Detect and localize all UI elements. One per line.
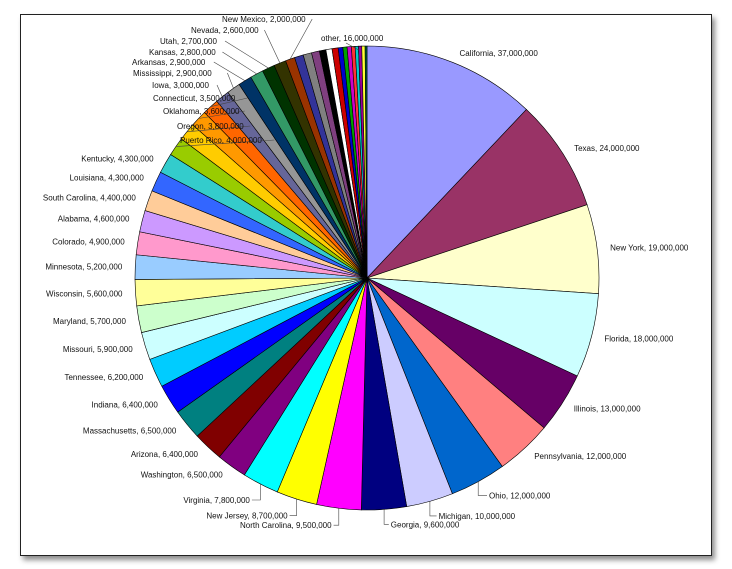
- leader-line-michigan: [429, 501, 437, 517]
- slice-label-arizona: Arizona, 6,400,000: [131, 450, 199, 459]
- slice-label-north-carolina: North Carolina, 9,500,000: [240, 521, 332, 530]
- leader-line-new-mexico: [289, 18, 313, 60]
- slice-label-washington: Washington, 6,500,000: [141, 470, 224, 479]
- slice-label-pennsylvania: Pennsylvania, 12,000,000: [534, 452, 627, 461]
- pie-slice-california: [366, 45, 527, 279]
- slice-label-georgia: Georgia, 9,600,000: [391, 520, 460, 529]
- leader-line-mississippi: [227, 72, 234, 89]
- leader-line-arkansas: [213, 61, 246, 81]
- slice-label-louisiana: Louisiana, 4,300,000: [70, 173, 145, 182]
- slice-label-south-carolina: South Carolina, 4,400,000: [43, 193, 137, 202]
- slice-label-oklahoma: Oklahoma, 3,600,000: [163, 107, 240, 116]
- slice-label-michigan: Michigan, 10,000,000: [439, 512, 516, 521]
- slice-label-virginia: Virginia, 7,800,000: [183, 496, 250, 505]
- pie-slice-other: [364, 45, 368, 279]
- leader-line-iowa: [216, 84, 223, 97]
- slice-label-other: other, 16,000,000: [321, 34, 384, 43]
- slice-label-mississippi: Mississippi, 2,900,000: [133, 69, 212, 78]
- slice-label-tennessee: Tennessee, 6,200,000: [64, 373, 143, 382]
- slice-label-ohio: Ohio, 12,000,000: [489, 491, 551, 500]
- leader-line-puerto-rico: [175, 139, 275, 147]
- leader-line-virginia: [251, 484, 261, 501]
- leader-line-ohio: [477, 481, 487, 496]
- leader-line-new-jersey: [289, 499, 297, 516]
- slice-label-california: California, 37,000,000: [460, 49, 539, 58]
- slice-label-kentucky: Kentucky, 4,300,000: [81, 154, 154, 163]
- slice-label-missouri: Missouri, 5,900,000: [63, 345, 133, 354]
- leader-line-oregon: [186, 125, 251, 133]
- leader-line-oklahoma: [198, 110, 245, 119]
- leader-line-connecticut: [210, 97, 248, 107]
- slice-label-texas: Texas, 24,000,000: [574, 144, 640, 153]
- slice-label-puerto-rico: Puerto Rico, 4,000,000: [180, 136, 262, 145]
- slice-label-nevada: Nevada, 2,600,000: [191, 26, 259, 35]
- slice-label-new-york: New York, 19,000,000: [610, 243, 689, 252]
- leader-line-utah: [224, 40, 269, 69]
- slice-label-connecticut: Connecticut, 3,500,000: [153, 94, 236, 103]
- leader-line-nevada: [264, 29, 281, 64]
- pie-chart: California, 37,000,000 Texas, 24,000,000 N…: [43, 15, 689, 530]
- slice-label-oregon: Oregon, 3,800,000: [177, 122, 244, 131]
- slice-label-wisconsin: Wisconsin, 5,600,000: [46, 289, 123, 298]
- pie-slice-texas: [366, 109, 588, 279]
- leader-line-north-carolina: [333, 508, 340, 526]
- leader-line-georgia: [383, 509, 389, 525]
- chart-frame: California, 37,000,000 Texas, 24,000,000 N…: [20, 14, 712, 556]
- slice-label-minnesota: Minnesota, 5,200,000: [45, 263, 122, 272]
- slice-label-indiana: Indiana, 6,400,000: [92, 401, 159, 410]
- slice-label-massachusetts: Massachusetts, 6,500,000: [83, 427, 177, 436]
- slice-label-maryland: Maryland, 5,700,000: [53, 317, 126, 326]
- slice-label-utah: Utah, 2,700,000: [160, 37, 217, 46]
- slice-label-arkansas: Arkansas, 2,900,000: [132, 58, 206, 67]
- slice-label-new-mexico: New Mexico, 2,000,000: [222, 15, 306, 24]
- slice-label-illinois: Illinois, 13,000,000: [574, 405, 641, 414]
- slice-label-kansas: Kansas, 2,800,000: [149, 48, 216, 57]
- leader-line-other: [345, 42, 360, 51]
- leader-line-kansas: [222, 51, 257, 75]
- slice-label-colorado: Colorado, 4,900,000: [52, 238, 125, 247]
- slice-label-florida: Florida, 18,000,000: [604, 334, 673, 343]
- slice-label-iowa: Iowa, 3,000,000: [152, 81, 209, 90]
- slice-label-new-jersey: New Jersey, 8,700,000: [206, 512, 288, 521]
- slice-label-alabama: Alabama, 4,600,000: [58, 215, 130, 224]
